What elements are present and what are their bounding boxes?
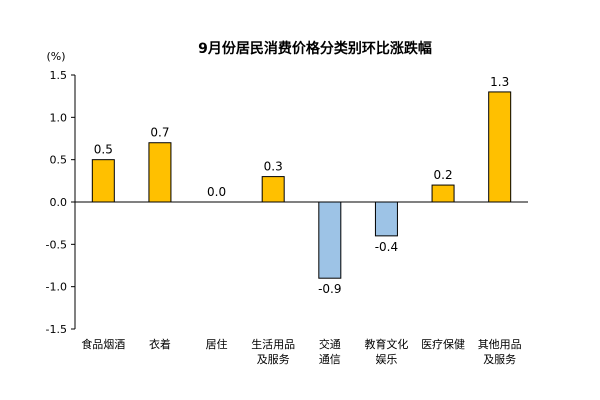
data-label: 1.3 xyxy=(490,75,509,89)
category-label: 娱乐 xyxy=(375,352,397,366)
y-axis-unit: (%) xyxy=(46,50,65,63)
y-tick-label: -0.5 xyxy=(46,238,67,251)
bar xyxy=(148,142,172,203)
data-label: 0.7 xyxy=(150,126,169,140)
y-tick-label: -1.0 xyxy=(46,281,67,294)
bar xyxy=(318,201,342,279)
category-label: 衣着 xyxy=(149,337,171,351)
data-label: 0.5 xyxy=(94,143,113,157)
bar xyxy=(261,176,285,203)
y-tick-label: 0.5 xyxy=(50,154,68,167)
data-label: -0.9 xyxy=(318,282,341,296)
category-label: 通信 xyxy=(319,353,341,366)
chart-title: 9月份居民消费价格分类别环比涨跌幅 xyxy=(198,40,432,57)
data-labels: 0.5 0.7 0.0 0.3 -0.9 -0.4 0.2 1.3 xyxy=(94,75,509,296)
category-label: 及服务 xyxy=(257,353,290,366)
category-label: 及服务 xyxy=(483,353,516,366)
bar xyxy=(91,159,115,203)
bar xyxy=(374,201,398,237)
data-label: 0.2 xyxy=(434,168,453,182)
category-label: 食品烟酒 xyxy=(81,337,125,351)
bar xyxy=(431,184,455,203)
bars xyxy=(91,91,512,279)
data-label: -0.4 xyxy=(375,240,398,254)
category-label: 其他用品 xyxy=(478,338,522,351)
data-label: 0.0 xyxy=(207,185,226,199)
category-label: 居住 xyxy=(206,337,228,351)
data-label: 0.3 xyxy=(264,160,283,174)
bar xyxy=(488,91,512,203)
category-label: 生活用品 xyxy=(251,337,295,351)
y-tick-label: 1.0 xyxy=(50,111,68,124)
axes: 1.5 1.0 0.5 0.0 -0.5 -1.0 -1.5 xyxy=(46,69,528,336)
category-label: 交通 xyxy=(319,337,341,351)
y-tick-label: 1.5 xyxy=(50,69,68,82)
y-tick-label: 0.0 xyxy=(50,196,68,209)
category-label: 医疗保健 xyxy=(421,337,465,351)
category-label: 教育文化 xyxy=(364,337,408,351)
y-tick-label: -1.5 xyxy=(46,323,67,336)
